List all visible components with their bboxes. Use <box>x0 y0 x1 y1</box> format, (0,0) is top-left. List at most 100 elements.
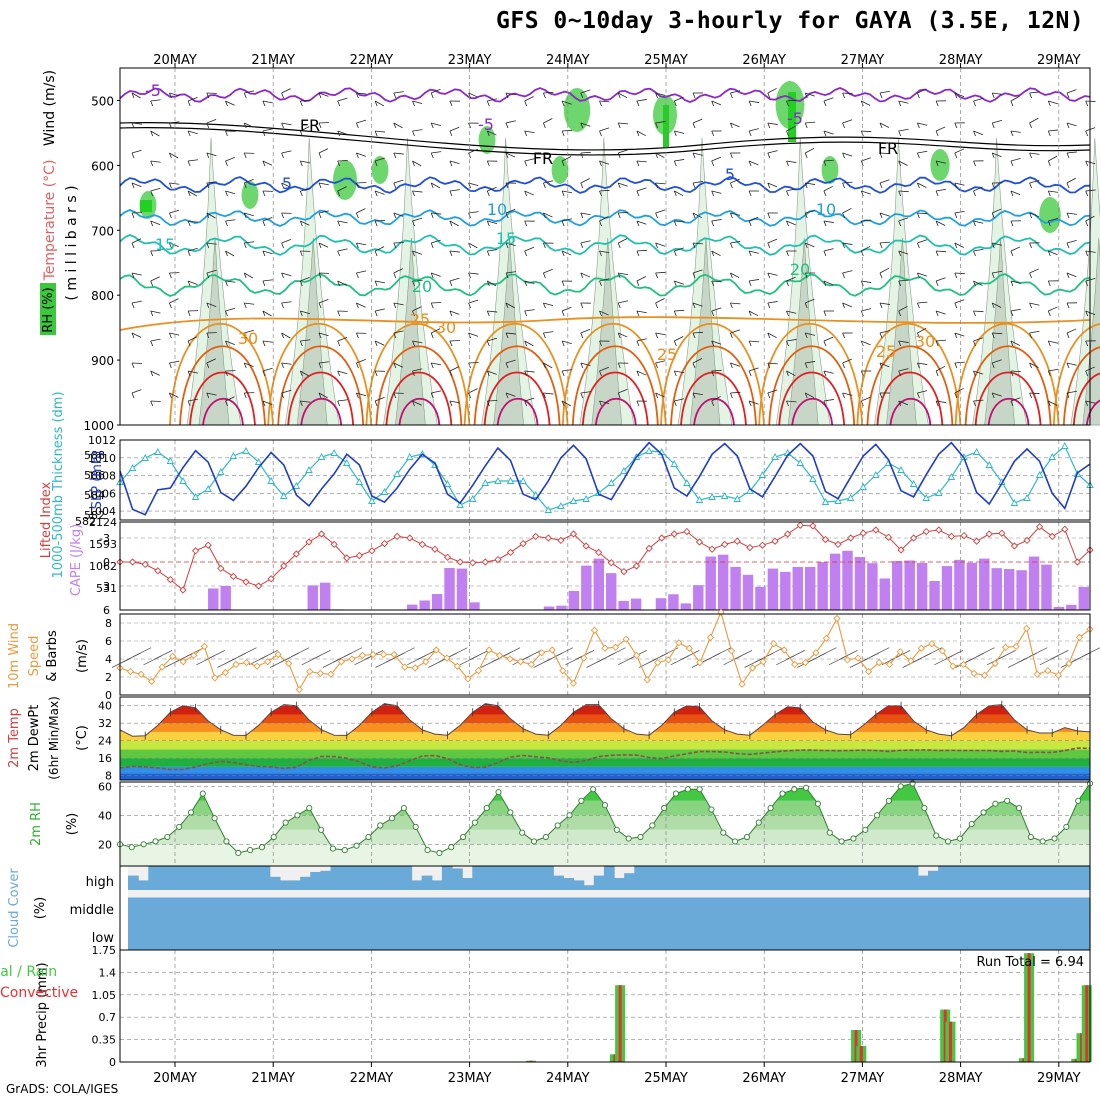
x-label-bottom: 22MAY <box>350 1071 394 1086</box>
wind-barb <box>131 332 142 339</box>
wind-barb-shaft <box>374 100 385 107</box>
cloud-bar <box>948 866 959 890</box>
contour-label: FR <box>878 139 898 158</box>
wind-barb-flag <box>1010 370 1014 377</box>
wind-barb-flag <box>954 212 958 219</box>
wind-barb <box>243 362 254 369</box>
wind-barb-shaft <box>973 98 984 102</box>
rh2-point <box>590 786 597 793</box>
wind-barb-flag <box>786 310 789 317</box>
wind-barb-shaft <box>1029 362 1039 368</box>
wind-barb <box>225 190 236 197</box>
wind-speed-point <box>369 650 377 659</box>
rh2-point <box>258 844 266 851</box>
wind-speed-point <box>569 679 578 687</box>
wind-barb <box>393 392 404 399</box>
wind-barb <box>561 190 573 197</box>
lifted-index-point <box>582 542 590 550</box>
wind-speed-point <box>190 651 198 660</box>
cloud-bar <box>1059 866 1071 890</box>
cloud-bar <box>1038 897 1050 920</box>
cloud-bar <box>875 897 886 920</box>
wind-barb-flag <box>543 122 546 129</box>
cape-bar <box>444 567 455 610</box>
cloud-bar <box>867 866 878 890</box>
wind-barb <box>1010 220 1021 227</box>
wind-barb <box>131 362 143 369</box>
wind-barb-shaft <box>543 212 553 218</box>
cloud-bar <box>816 866 828 890</box>
temp-contour-20 <box>119 273 1091 297</box>
cloud-bar <box>844 897 856 920</box>
cloud-bar <box>462 878 473 890</box>
contour-label: -5 <box>145 81 161 100</box>
wind-barb <box>973 186 983 197</box>
wind-barb <box>150 338 161 347</box>
precip-tick-label: 0.7 <box>99 1011 117 1024</box>
wind-barb-shaft <box>655 298 665 304</box>
wind-barb-shaft <box>505 302 515 309</box>
wind-barb-shaft <box>1048 340 1059 344</box>
wind-speed-point <box>211 674 219 682</box>
cloud-bar <box>731 920 743 950</box>
wind-barb <box>692 358 703 369</box>
wind-barb <box>543 152 554 159</box>
wind-barb-flag <box>412 220 415 227</box>
wind-barb-shaft <box>954 361 965 364</box>
freezing-line <box>119 122 1091 151</box>
wind-barb-shaft <box>1048 250 1058 256</box>
wind-barb <box>973 98 984 107</box>
wind-barb-shaft <box>730 122 740 128</box>
wind-barb <box>935 250 947 257</box>
wind-barb-flag <box>973 160 976 167</box>
wind-barb-shaft <box>748 310 759 317</box>
wind-barb-flag <box>1047 160 1051 167</box>
wind-barb-shaft <box>992 332 1003 335</box>
wind-barb-shaft <box>169 392 179 398</box>
wind-barb <box>842 242 853 249</box>
temp-contour-30 <box>267 323 373 426</box>
rh2-point <box>294 812 301 819</box>
cloud-bar <box>834 920 845 950</box>
wind-barb <box>580 89 591 99</box>
wind-barb-flag <box>935 340 939 347</box>
precip-conv-bar <box>529 1060 533 1062</box>
wind-barb-flag <box>131 212 135 219</box>
wind-barb-shaft <box>150 130 160 137</box>
wind-barb-shaft <box>767 150 778 154</box>
wind-barb <box>973 399 984 407</box>
cloud-bar <box>786 866 797 890</box>
wind-speed-point <box>1023 624 1031 633</box>
wind-barb-flag <box>393 392 397 399</box>
wind-tick-label: 4 <box>105 653 112 666</box>
cloud-bar <box>639 920 651 950</box>
cloud-bar <box>1018 897 1030 920</box>
wind-barb-flag <box>673 130 677 137</box>
wind-barb <box>917 150 928 159</box>
cloud-bar <box>179 897 191 920</box>
wind-barb-flag <box>468 272 471 279</box>
wind-barb-shaft <box>973 248 984 252</box>
wind-barb-shaft <box>524 246 535 252</box>
wind-barb-flag <box>206 152 210 159</box>
wind-barb-shaft <box>337 399 348 402</box>
wind-barb-shaft <box>879 267 890 274</box>
wind-barb-shaft <box>767 272 778 276</box>
wind-barb-shaft <box>262 340 273 343</box>
wind-barb-shaft <box>580 240 591 244</box>
wind-barb-shaft <box>206 181 217 184</box>
wind-barb-flag <box>243 302 247 309</box>
wind-speed-point <box>274 650 282 659</box>
wind-barb-shaft <box>244 122 254 128</box>
wind-barb-flag <box>337 160 341 167</box>
cloud-bar <box>958 866 970 890</box>
wind-barb <box>636 400 647 407</box>
cape-bar <box>842 550 853 610</box>
wind-barb-shaft <box>543 268 553 274</box>
cloud-bar <box>588 897 600 920</box>
rh-grey-column <box>296 237 328 426</box>
cloud-bar <box>360 866 372 890</box>
wind-barb-flag <box>636 250 640 257</box>
thickness-point <box>758 471 767 478</box>
wind-barb-flag <box>430 212 434 219</box>
